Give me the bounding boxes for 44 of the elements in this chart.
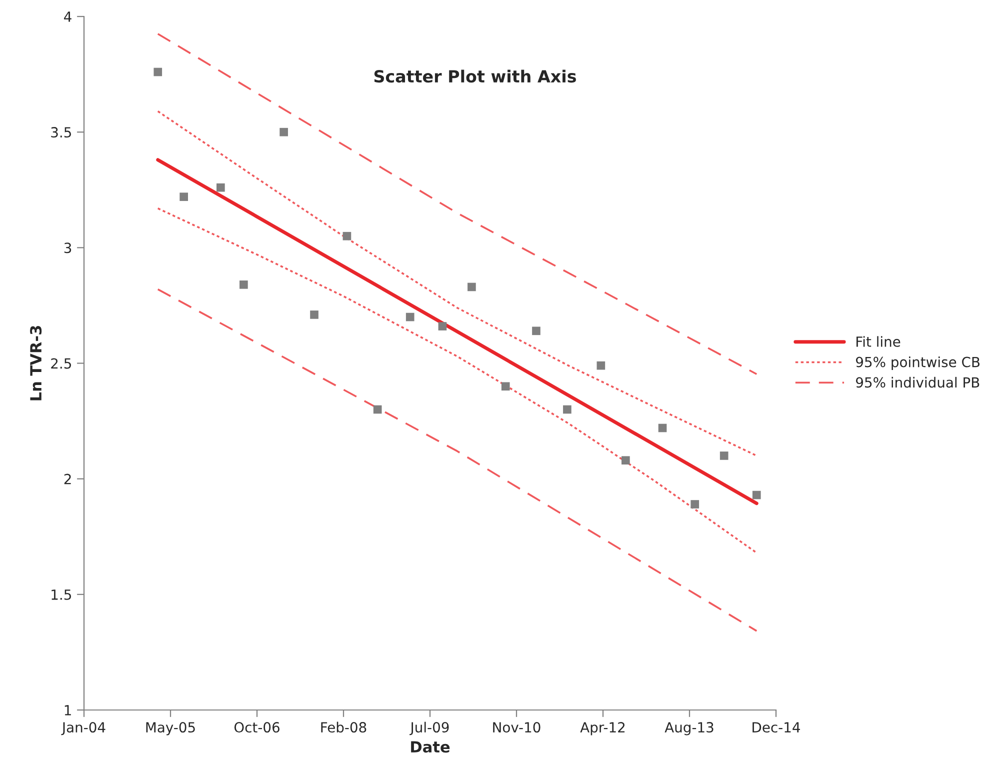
point: [720, 452, 728, 460]
x-tick-label: Oct-06: [234, 722, 280, 733]
point: [501, 382, 510, 391]
point: [310, 310, 318, 319]
text: Scatter Plot with Axis: [374, 70, 576, 83]
y-tick-label: 2.5: [51, 358, 71, 369]
point: [342, 232, 352, 240]
legend-label: Fit line: [856, 336, 900, 347]
point: [752, 490, 761, 500]
y-tick-label: 1: [64, 705, 71, 716]
x-tick-label: Dec-14: [752, 722, 800, 733]
y-tick-label: 3.5: [51, 127, 71, 138]
y-tick-label: 4: [64, 12, 72, 22]
line-series: [156, 207, 758, 554]
x-tick-label: Feb-08: [321, 722, 366, 733]
legend-label: 95% pointwise CB: [856, 356, 980, 370]
x-tick-label: Apr-12: [580, 722, 625, 736]
x-axis-title: Date: [411, 741, 450, 753]
point: [468, 282, 476, 292]
x-tick-label: Jul-09: [410, 722, 449, 736]
point: [216, 183, 225, 192]
y-tick-label: 3: [64, 242, 72, 254]
point: [621, 456, 630, 465]
y-axis-title: Ln TVR-3: [30, 326, 42, 400]
point: [180, 192, 188, 201]
x-tick-label: Nov-10: [493, 722, 540, 733]
point: [406, 312, 414, 322]
x-tick-label: May-05: [146, 722, 195, 736]
line-series: [156, 110, 758, 457]
point: [658, 424, 667, 432]
point: [532, 326, 540, 336]
point: [280, 128, 288, 136]
point: [438, 322, 447, 330]
point: [563, 405, 572, 414]
point: [690, 500, 700, 508]
legend-label: 95% individual PB: [856, 376, 980, 388]
y-tick-label: 2: [64, 474, 71, 484]
point: [596, 361, 606, 370]
point: [373, 405, 382, 414]
y-tick-label: 1.5: [52, 590, 71, 600]
point: [154, 68, 162, 76]
x-tick-label: Jan-04: [61, 722, 106, 736]
point: [240, 280, 248, 289]
x-tick-label: Aug-13: [664, 722, 714, 736]
